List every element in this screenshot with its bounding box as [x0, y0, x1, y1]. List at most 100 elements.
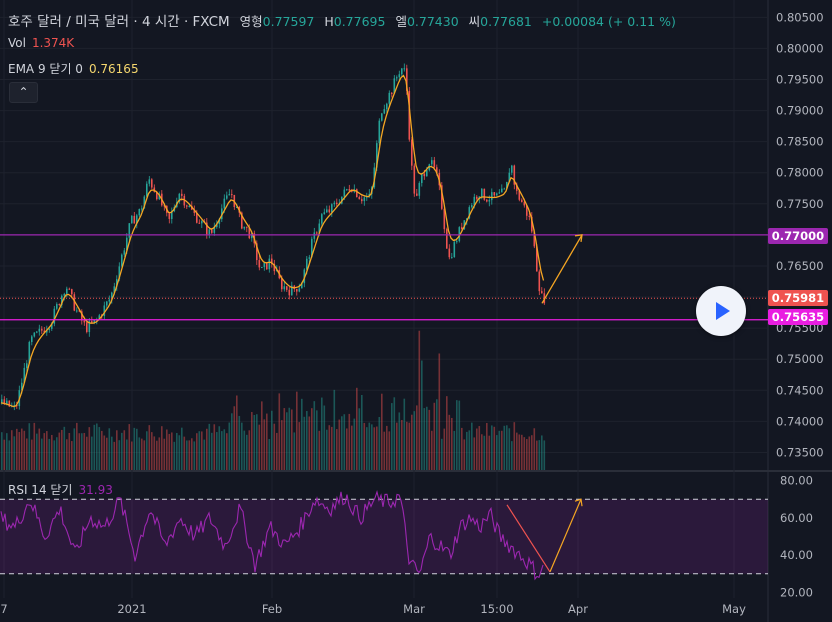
- volume-bar: [281, 420, 283, 470]
- candle-body: [471, 205, 473, 208]
- volume-bar: [186, 440, 188, 470]
- volume-bar: [493, 426, 496, 470]
- volume-bar: [126, 439, 128, 470]
- volume-bar: [428, 409, 431, 470]
- candle-body: [388, 92, 391, 104]
- candle-body: [171, 211, 173, 219]
- candle-body: [91, 321, 93, 323]
- candle-body: [313, 232, 316, 239]
- volume-bar: [388, 431, 391, 470]
- volume-bar: [128, 424, 131, 470]
- candle-body: [406, 68, 408, 91]
- volume-bar: [258, 424, 261, 470]
- volume-bar: [98, 427, 101, 470]
- collapse-legend-button[interactable]: ⌃: [9, 82, 38, 103]
- volume-bar: [283, 408, 286, 470]
- volume-bar: [458, 400, 461, 470]
- volume-bar: [243, 430, 246, 470]
- candle-body: [188, 205, 191, 207]
- price-tick-label: 0.79500: [776, 72, 824, 86]
- candle-body: [518, 190, 521, 200]
- rsi-tick-label: 80.00: [780, 474, 813, 488]
- volume-bar: [53, 440, 56, 470]
- volume-bar: [441, 438, 443, 470]
- candle-body: [218, 219, 221, 225]
- candle-body: [3, 399, 6, 405]
- volume-bar: [536, 440, 538, 470]
- volume-bar: [276, 432, 278, 470]
- close-value: 0.77681: [480, 14, 532, 29]
- volume-bar: [168, 433, 171, 470]
- volume-bar: [293, 432, 296, 470]
- candle-body: [226, 195, 228, 199]
- play-button[interactable]: [696, 286, 746, 336]
- volume-bar: [3, 439, 6, 470]
- candle-body: [198, 222, 201, 224]
- candle-body: [156, 191, 158, 200]
- volume-bar: [341, 416, 343, 470]
- volume-bar: [401, 420, 403, 470]
- volume-bar: [386, 425, 388, 470]
- candle-body: [331, 204, 333, 213]
- volume-bar: [221, 431, 223, 470]
- candle-body: [296, 289, 298, 292]
- candle-body: [321, 214, 323, 224]
- volume-bar: [381, 393, 383, 470]
- volume-bar: [68, 432, 71, 470]
- volume-bar: [448, 414, 451, 470]
- time-tick-label: Feb: [262, 602, 282, 616]
- volume-bar: [91, 436, 93, 470]
- volume-bar: [523, 437, 526, 470]
- volume-bar: [236, 395, 238, 470]
- volume-bar: [291, 409, 293, 470]
- candle-body: [541, 291, 543, 294]
- volume-bar: [263, 419, 266, 470]
- candle-body: [436, 167, 438, 173]
- candle-body: [431, 160, 433, 165]
- volume-bar: [296, 391, 298, 470]
- volume-bar: [123, 430, 126, 470]
- candle-body: [378, 120, 381, 144]
- volume-bar: [191, 438, 193, 470]
- candle-body: [326, 209, 328, 213]
- volume-bar: [176, 432, 178, 470]
- volume-bar: [31, 439, 33, 470]
- candle-body: [193, 209, 196, 213]
- volume-bar: [46, 431, 48, 470]
- volume-bar: [483, 435, 486, 470]
- volume-bar: [436, 399, 438, 470]
- volume-bar: [376, 426, 378, 470]
- volume-bar: [248, 430, 251, 470]
- candle-body: [131, 215, 133, 224]
- volume-bar: [413, 411, 416, 470]
- candle-body: [243, 226, 246, 229]
- candle-body: [256, 243, 258, 261]
- volume-bar: [418, 330, 421, 470]
- volume-bar: [438, 353, 441, 470]
- candle-body: [201, 221, 203, 224]
- volume-bar: [508, 428, 511, 470]
- candle-body: [133, 215, 136, 224]
- candle-body: [531, 216, 533, 232]
- candle-body: [121, 254, 123, 267]
- candle-body: [31, 336, 33, 342]
- candle-body: [53, 308, 56, 324]
- volume-bar: [468, 430, 471, 470]
- candle-body: [206, 222, 208, 235]
- candle-body: [143, 196, 146, 209]
- candle-body: [418, 183, 421, 196]
- candle-body: [538, 271, 541, 292]
- symbol-title: 호주 달러 / 미국 달러 · 4 시간 · FXCM: [8, 14, 230, 30]
- volume-bar: [351, 425, 353, 470]
- candle-body: [261, 267, 263, 269]
- volume-bar: [498, 430, 501, 470]
- rsi-projection-line: [506, 504, 551, 573]
- volume-bar: [446, 396, 448, 470]
- volume-bar: [148, 425, 151, 470]
- candle-body: [316, 232, 318, 234]
- candle-body: [488, 200, 491, 202]
- high-value: 0.77695: [333, 14, 386, 29]
- candle-body: [503, 188, 506, 190]
